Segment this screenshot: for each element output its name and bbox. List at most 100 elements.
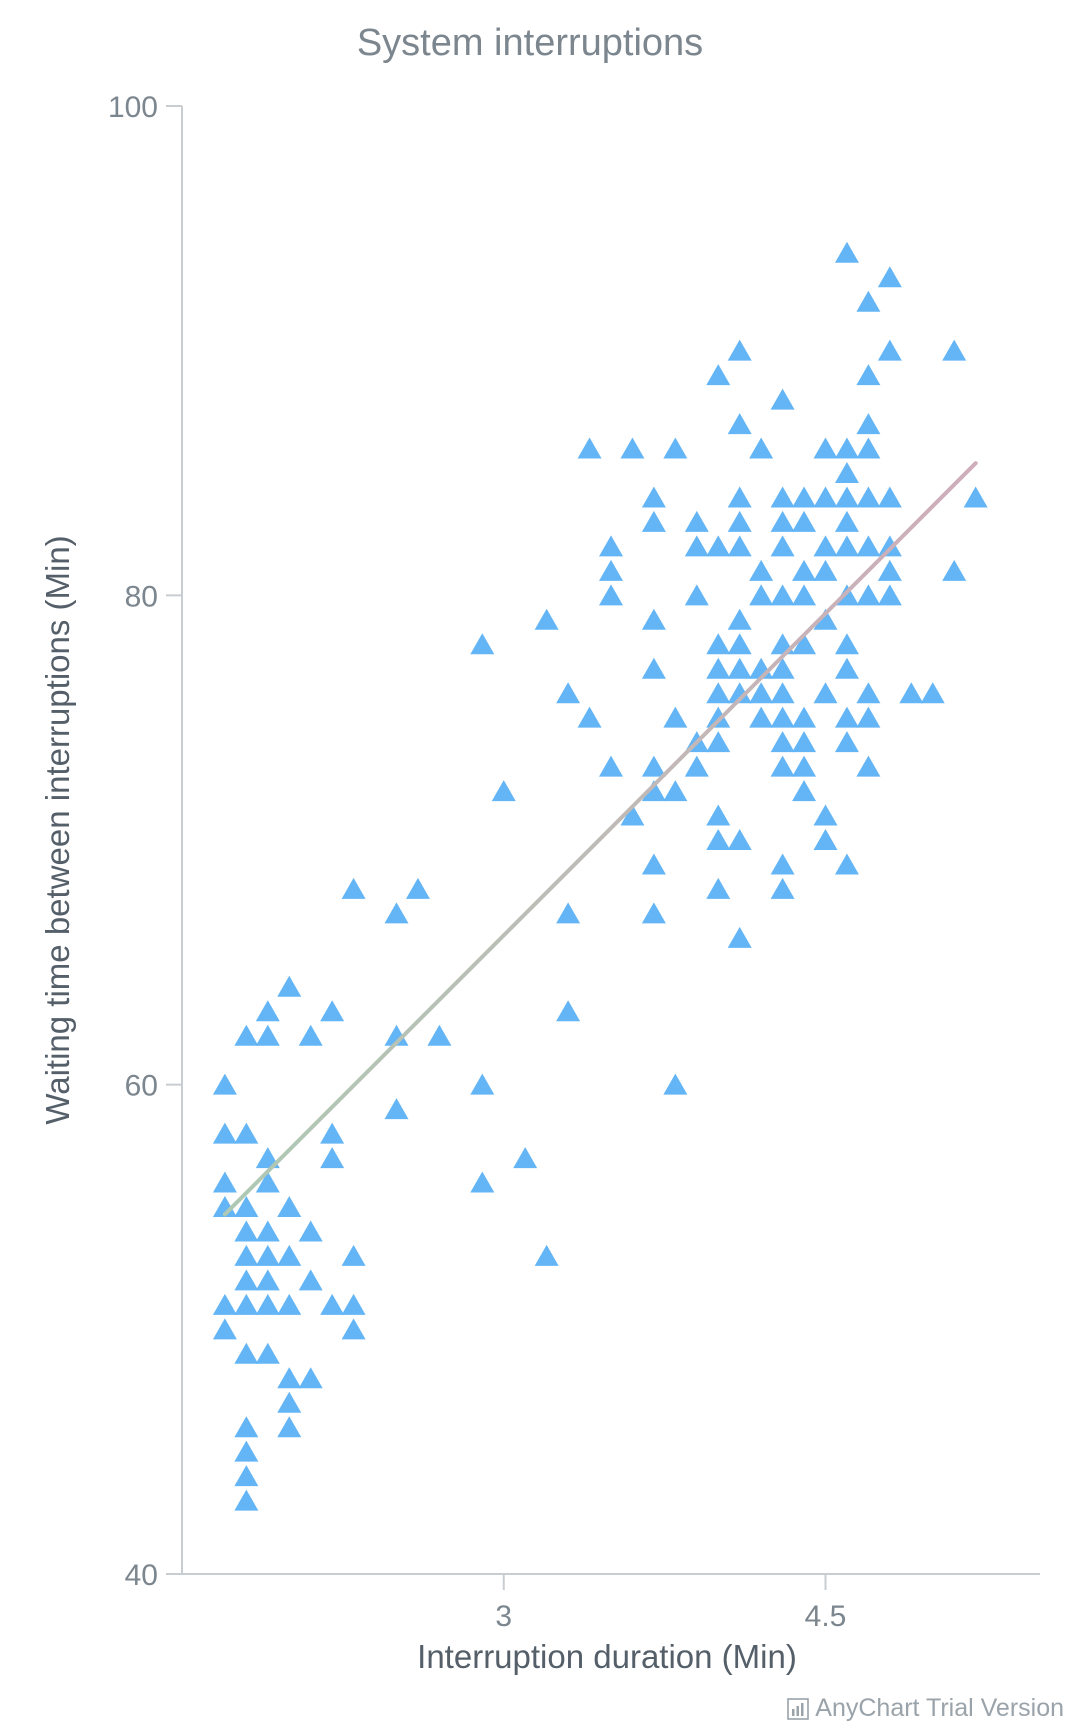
scatter-point[interactable] <box>534 608 559 630</box>
scatter-point[interactable] <box>641 853 666 875</box>
scatter-point[interactable] <box>234 1244 259 1266</box>
scatter-point[interactable] <box>641 755 666 777</box>
scatter-point[interactable] <box>706 829 731 850</box>
scatter-point[interactable] <box>277 1416 302 1438</box>
scatter-point[interactable] <box>770 510 795 532</box>
scatter-point[interactable] <box>834 486 859 508</box>
scatter-point[interactable] <box>320 1122 345 1144</box>
scatter-point[interactable] <box>963 486 988 508</box>
scatter-point[interactable] <box>792 780 817 802</box>
scatter-point[interactable] <box>599 584 623 606</box>
scatter-point[interactable] <box>856 290 881 312</box>
scatter-point[interactable] <box>706 657 731 679</box>
scatter-point[interactable] <box>770 486 795 508</box>
scatter-point[interactable] <box>792 731 817 753</box>
scatter-point[interactable] <box>877 266 902 288</box>
scatter-point[interactable] <box>234 1293 259 1315</box>
scatter-point[interactable] <box>749 437 774 459</box>
scatter-point[interactable] <box>770 535 795 557</box>
scatter-point[interactable] <box>212 1073 237 1095</box>
scatter-point[interactable] <box>255 1000 280 1022</box>
scatter-point[interactable] <box>770 657 795 679</box>
scatter-point[interactable] <box>320 1147 345 1169</box>
scatter-point[interactable] <box>813 437 838 459</box>
scatter-point[interactable] <box>556 682 581 704</box>
scatter-point[interactable] <box>491 780 516 802</box>
scatter-point[interactable] <box>556 1000 581 1022</box>
scatter-point[interactable] <box>427 1024 452 1046</box>
scatter-point[interactable] <box>663 706 688 728</box>
scatter-point[interactable] <box>234 1269 259 1291</box>
scatter-point[interactable] <box>212 1293 237 1315</box>
scatter-point[interactable] <box>277 975 302 997</box>
scatter-point[interactable] <box>212 1122 237 1144</box>
scatter-point[interactable] <box>834 706 859 728</box>
scatter-point[interactable] <box>834 633 859 655</box>
scatter-point[interactable] <box>620 804 645 826</box>
scatter-point[interactable] <box>255 1269 280 1291</box>
scatter-point[interactable] <box>856 755 881 777</box>
scatter-point[interactable] <box>792 584 817 606</box>
scatter-point[interactable] <box>770 633 795 655</box>
scatter-point[interactable] <box>856 535 881 557</box>
scatter-point[interactable] <box>856 584 881 606</box>
scatter-point[interactable] <box>341 1244 366 1266</box>
scatter-point[interactable] <box>749 559 774 581</box>
scatter-point[interactable] <box>684 535 709 557</box>
scatter-point[interactable] <box>234 1220 259 1242</box>
scatter-point[interactable] <box>470 1073 495 1095</box>
scatter-point[interactable] <box>813 804 838 826</box>
scatter-point[interactable] <box>706 731 731 753</box>
scatter-point[interactable] <box>384 902 409 924</box>
scatter-point[interactable] <box>727 608 752 630</box>
scatter-point[interactable] <box>341 1318 366 1340</box>
scatter-point[interactable] <box>706 682 731 704</box>
scatter-point[interactable] <box>770 706 795 728</box>
scatter-point[interactable] <box>834 510 859 532</box>
scatter-point[interactable] <box>942 559 967 581</box>
scatter-point[interactable] <box>792 559 817 581</box>
scatter-point[interactable] <box>298 1024 323 1046</box>
scatter-point[interactable] <box>877 486 902 508</box>
scatter-point[interactable] <box>834 241 859 263</box>
scatter-point[interactable] <box>877 339 902 361</box>
scatter-point[interactable] <box>706 804 731 826</box>
scatter-point[interactable] <box>641 486 666 508</box>
scatter-point[interactable] <box>706 877 731 899</box>
scatter-point[interactable] <box>834 853 859 875</box>
scatter-point[interactable] <box>255 1342 280 1364</box>
scatter-point[interactable] <box>813 829 838 850</box>
scatter-point[interactable] <box>727 633 752 655</box>
scatter-point[interactable] <box>255 1220 280 1242</box>
scatter-point[interactable] <box>727 682 752 704</box>
scatter-point[interactable] <box>255 1244 280 1266</box>
scatter-point[interactable] <box>234 1465 259 1487</box>
scatter-point[interactable] <box>470 633 495 655</box>
scatter-point[interactable] <box>706 535 731 557</box>
scatter-point[interactable] <box>792 633 817 655</box>
scatter-point[interactable] <box>577 706 602 728</box>
scatter-point[interactable] <box>212 1318 237 1340</box>
credits-link[interactable]: AnyChart Trial Version <box>787 1694 1064 1723</box>
scatter-point[interactable] <box>942 339 967 361</box>
scatter-point[interactable] <box>813 559 838 581</box>
scatter-point[interactable] <box>792 706 817 728</box>
scatter-point[interactable] <box>770 877 795 899</box>
scatter-point[interactable] <box>813 608 838 630</box>
scatter-point[interactable] <box>770 682 795 704</box>
scatter-point[interactable] <box>706 706 731 728</box>
scatter-point[interactable] <box>384 1098 409 1120</box>
scatter-point[interactable] <box>684 510 709 532</box>
scatter-point[interactable] <box>749 706 774 728</box>
scatter-point[interactable] <box>727 510 752 532</box>
scatter-point[interactable] <box>770 853 795 875</box>
scatter-point[interactable] <box>770 388 795 410</box>
scatter-point[interactable] <box>663 1073 688 1095</box>
scatter-point[interactable] <box>834 462 859 483</box>
scatter-point[interactable] <box>813 535 838 557</box>
scatter-point[interactable] <box>341 1293 366 1315</box>
scatter-point[interactable] <box>749 682 774 704</box>
scatter-point[interactable] <box>813 486 838 508</box>
scatter-point[interactable] <box>877 559 902 581</box>
scatter-point[interactable] <box>277 1293 302 1315</box>
